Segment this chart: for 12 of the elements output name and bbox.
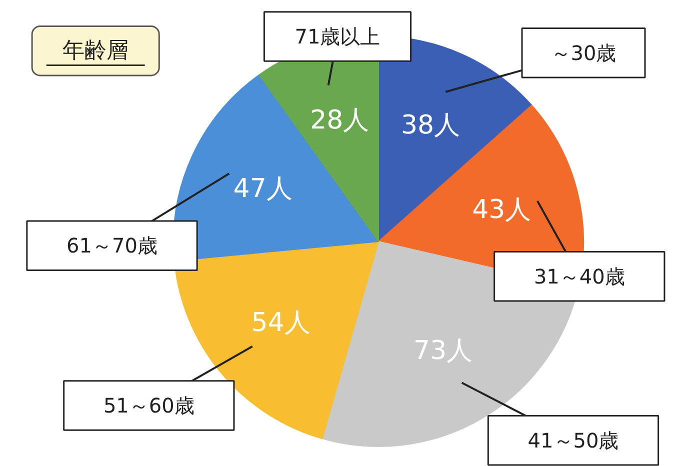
slice-label: ～30歳 xyxy=(550,40,616,65)
data-label: 54人 xyxy=(251,308,310,338)
text: 年齢層 xyxy=(62,38,129,64)
slice-label: 71歳以上 xyxy=(294,24,380,48)
slice-label: 61～70歳 xyxy=(66,234,158,258)
slice-label: 31～40歳 xyxy=(534,264,625,288)
data-label: 28人 xyxy=(310,105,370,136)
slice-label: 51～60歳 xyxy=(103,394,194,418)
data-label: 47人 xyxy=(233,174,292,204)
slice-label: 41～50歳 xyxy=(528,428,619,452)
data-label: 38人 xyxy=(401,110,460,141)
data-label: 43人 xyxy=(472,195,532,226)
